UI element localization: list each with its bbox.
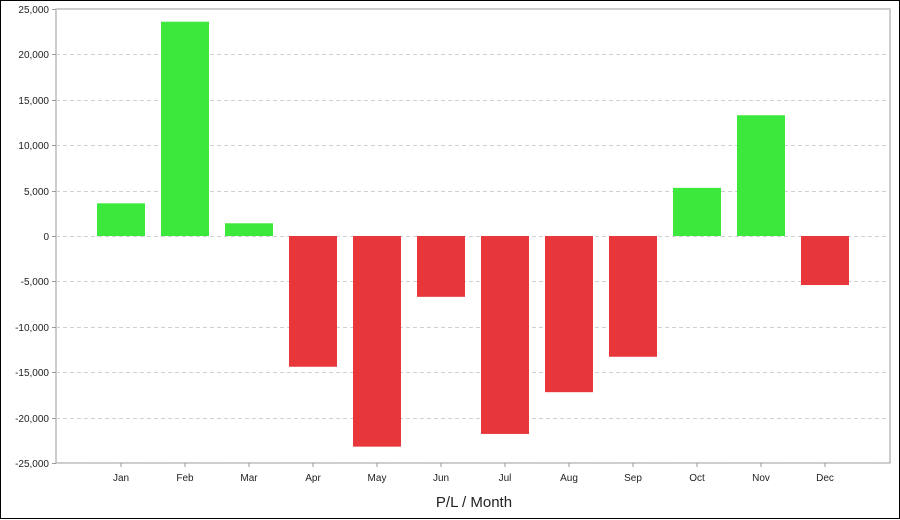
y-axis: 25,000 20,000 15,000 10,000 5,000 0 -5,000 -10,… (15, 5, 56, 470)
x-tick-label: Dec (816, 473, 834, 484)
x-tick-label: Feb (176, 473, 194, 484)
y-tick-label: 0 (43, 232, 49, 243)
x-axis-title: P/L / Month (436, 494, 512, 511)
x-tick-label: Sep (624, 473, 642, 484)
x-tick-label: Jan (113, 473, 129, 484)
bar-jan (97, 203, 145, 236)
x-tick-label: Oct (689, 473, 705, 484)
x-tick-label: Aug (560, 473, 578, 484)
y-tick-label: -20,000 (15, 414, 49, 425)
bar-jun (417, 236, 465, 297)
bar-jul (481, 236, 529, 434)
y-tick-label: 25,000 (18, 5, 49, 16)
y-tick-label: -5,000 (21, 277, 50, 288)
bar-oct (673, 187, 721, 236)
gridlines (56, 9, 890, 464)
bar-dec (801, 236, 849, 286)
bar-nov (737, 115, 785, 236)
bar-aug (545, 236, 593, 393)
bar-apr (289, 236, 337, 367)
y-tick-label: 10,000 (18, 141, 49, 152)
bar-sep (609, 236, 657, 357)
x-tick-label: Mar (240, 473, 258, 484)
x-axis: Jan Feb Mar Apr May Jun Jul Aug Sep Oct Nov Dec (113, 463, 834, 484)
y-tick-label: -10,000 (15, 323, 49, 334)
y-tick-label: -15,000 (15, 368, 49, 379)
bar-may (353, 236, 401, 447)
x-tick-label: May (368, 473, 387, 484)
x-tick-label: Nov (752, 473, 770, 484)
y-tick-label: -25,000 (15, 459, 49, 470)
y-tick-label: 20,000 (18, 50, 49, 61)
x-tick-label: Apr (305, 473, 321, 484)
x-tick-label: Jun (433, 473, 449, 484)
x-tick-label: Jul (499, 473, 512, 484)
y-tick-label: 5,000 (24, 187, 49, 198)
bars (97, 21, 849, 447)
bar-mar (225, 223, 273, 236)
y-tick-label: 15,000 (18, 96, 49, 107)
bar-feb (161, 21, 209, 236)
